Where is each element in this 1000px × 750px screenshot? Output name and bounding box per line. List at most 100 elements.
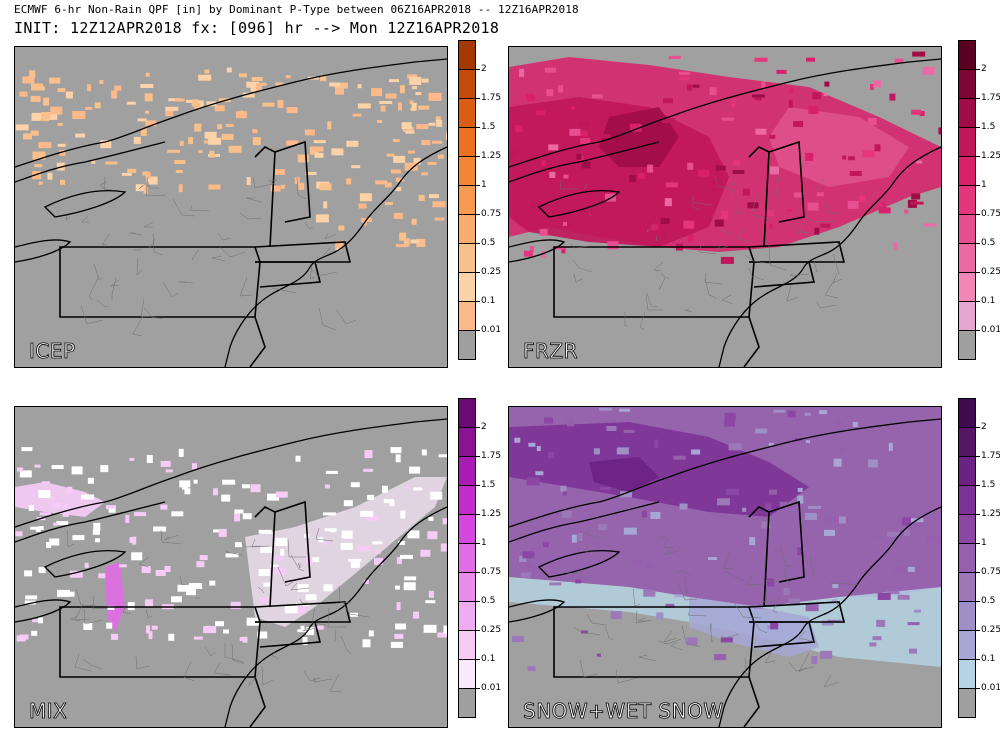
county-line: [75, 588, 97, 607]
precip-cell: [34, 464, 41, 468]
geo-lines: [509, 418, 941, 727]
county-line: [335, 308, 357, 325]
county-line: [303, 670, 321, 682]
precip-cell: [94, 102, 101, 109]
precip-cell: [833, 458, 842, 467]
county-line: [809, 555, 817, 578]
county-line: [832, 253, 840, 275]
precip-cell: [897, 594, 910, 600]
county-line: [657, 638, 682, 645]
colorbar-swatch: [958, 601, 976, 631]
county-line: [313, 676, 333, 683]
colorbar-level-label: 2: [481, 64, 487, 74]
precip-cell: [770, 622, 779, 630]
colorbar-level-label: 0.25: [981, 625, 1000, 635]
county-line: [670, 641, 683, 651]
colorbar-tick: [976, 156, 980, 157]
precip-cell: [174, 98, 185, 102]
precip-cell: [83, 622, 93, 630]
precip-cell: [665, 182, 678, 188]
colorbar-tick: [976, 688, 980, 689]
precip-cell: [145, 599, 153, 608]
county-line: [779, 546, 799, 568]
county-line: [775, 175, 781, 200]
precip-cell: [637, 172, 645, 179]
precip-cell: [396, 177, 404, 182]
precip-cell: [155, 570, 166, 576]
county-line: [709, 622, 713, 643]
precip-cell: [15, 531, 23, 537]
colorbar-tick: [976, 630, 980, 631]
county-line: [677, 581, 698, 601]
county-line: [251, 538, 270, 548]
precip-cell: [146, 176, 158, 185]
precip-cell: [643, 589, 656, 597]
precip-cell: [171, 596, 182, 603]
precip-cell: [204, 131, 217, 139]
colorbar-level-label: 1: [981, 180, 987, 190]
precip-cell: [234, 542, 242, 548]
colorbar-tick: [976, 98, 980, 99]
precip-cell: [165, 469, 173, 473]
precip-cell: [732, 170, 745, 174]
precip-cell: [623, 527, 637, 535]
colorbar-level-label: 0.1: [481, 296, 496, 306]
precip-cell: [34, 164, 43, 168]
precip-cell: [38, 567, 46, 574]
county-line: [772, 596, 781, 614]
precip-cell: [548, 144, 559, 151]
precip-cell: [314, 625, 324, 630]
precip-cell: [418, 194, 425, 201]
precip-cell: [395, 454, 401, 463]
precip-cell: [526, 477, 540, 486]
precip-cell: [49, 538, 60, 546]
colorbar-swatch: [958, 127, 976, 157]
precip-cell: [377, 120, 383, 123]
precip-cell: [403, 582, 416, 591]
colorbar-level-label: 1: [981, 538, 987, 548]
precip-cell: [67, 486, 73, 495]
precip-cell: [519, 68, 525, 77]
colorbar-swatch: [458, 127, 476, 157]
county-line: [132, 315, 144, 337]
county-line: [585, 542, 596, 553]
precip-cell: [362, 639, 371, 648]
precip-cell: [923, 223, 937, 227]
precip-cell: [214, 105, 225, 112]
state-border-vt: [748, 506, 770, 608]
precip-cell: [811, 656, 818, 664]
precip-cell: [396, 557, 402, 565]
precip-cell: [215, 621, 224, 627]
precip-cell: [348, 558, 362, 562]
precip-cell: [769, 489, 777, 495]
precip-cell: [409, 466, 421, 474]
precip-cell: [797, 495, 804, 504]
county-line: [231, 643, 245, 665]
county-line: [656, 533, 666, 539]
precip-cell: [352, 113, 362, 117]
county-line: [653, 261, 664, 272]
precip-cell: [596, 653, 601, 657]
precip-cell: [749, 537, 756, 546]
precip-cell: [323, 201, 328, 209]
county-line: [257, 586, 265, 594]
precip-cell: [839, 516, 846, 524]
precip-cell: [199, 555, 208, 561]
precip-cell: [560, 485, 567, 492]
precip-cell: [849, 171, 862, 176]
county-line: [338, 585, 352, 604]
state-borders: [59, 140, 352, 367]
precip-cell: [298, 182, 305, 190]
colorbar-level-label: 0.25: [481, 267, 502, 277]
lake-erie: [15, 599, 72, 623]
precip-cell: [686, 84, 692, 91]
precip-cell: [428, 122, 436, 126]
precip-cell: [411, 218, 417, 225]
precip-cell: [824, 81, 830, 87]
precip-cell: [709, 87, 717, 96]
county-line: [179, 575, 189, 586]
st-lawrence-river: [15, 58, 447, 168]
county-line: [82, 658, 103, 670]
precip-cell: [121, 172, 132, 176]
precip-cell: [38, 142, 52, 149]
